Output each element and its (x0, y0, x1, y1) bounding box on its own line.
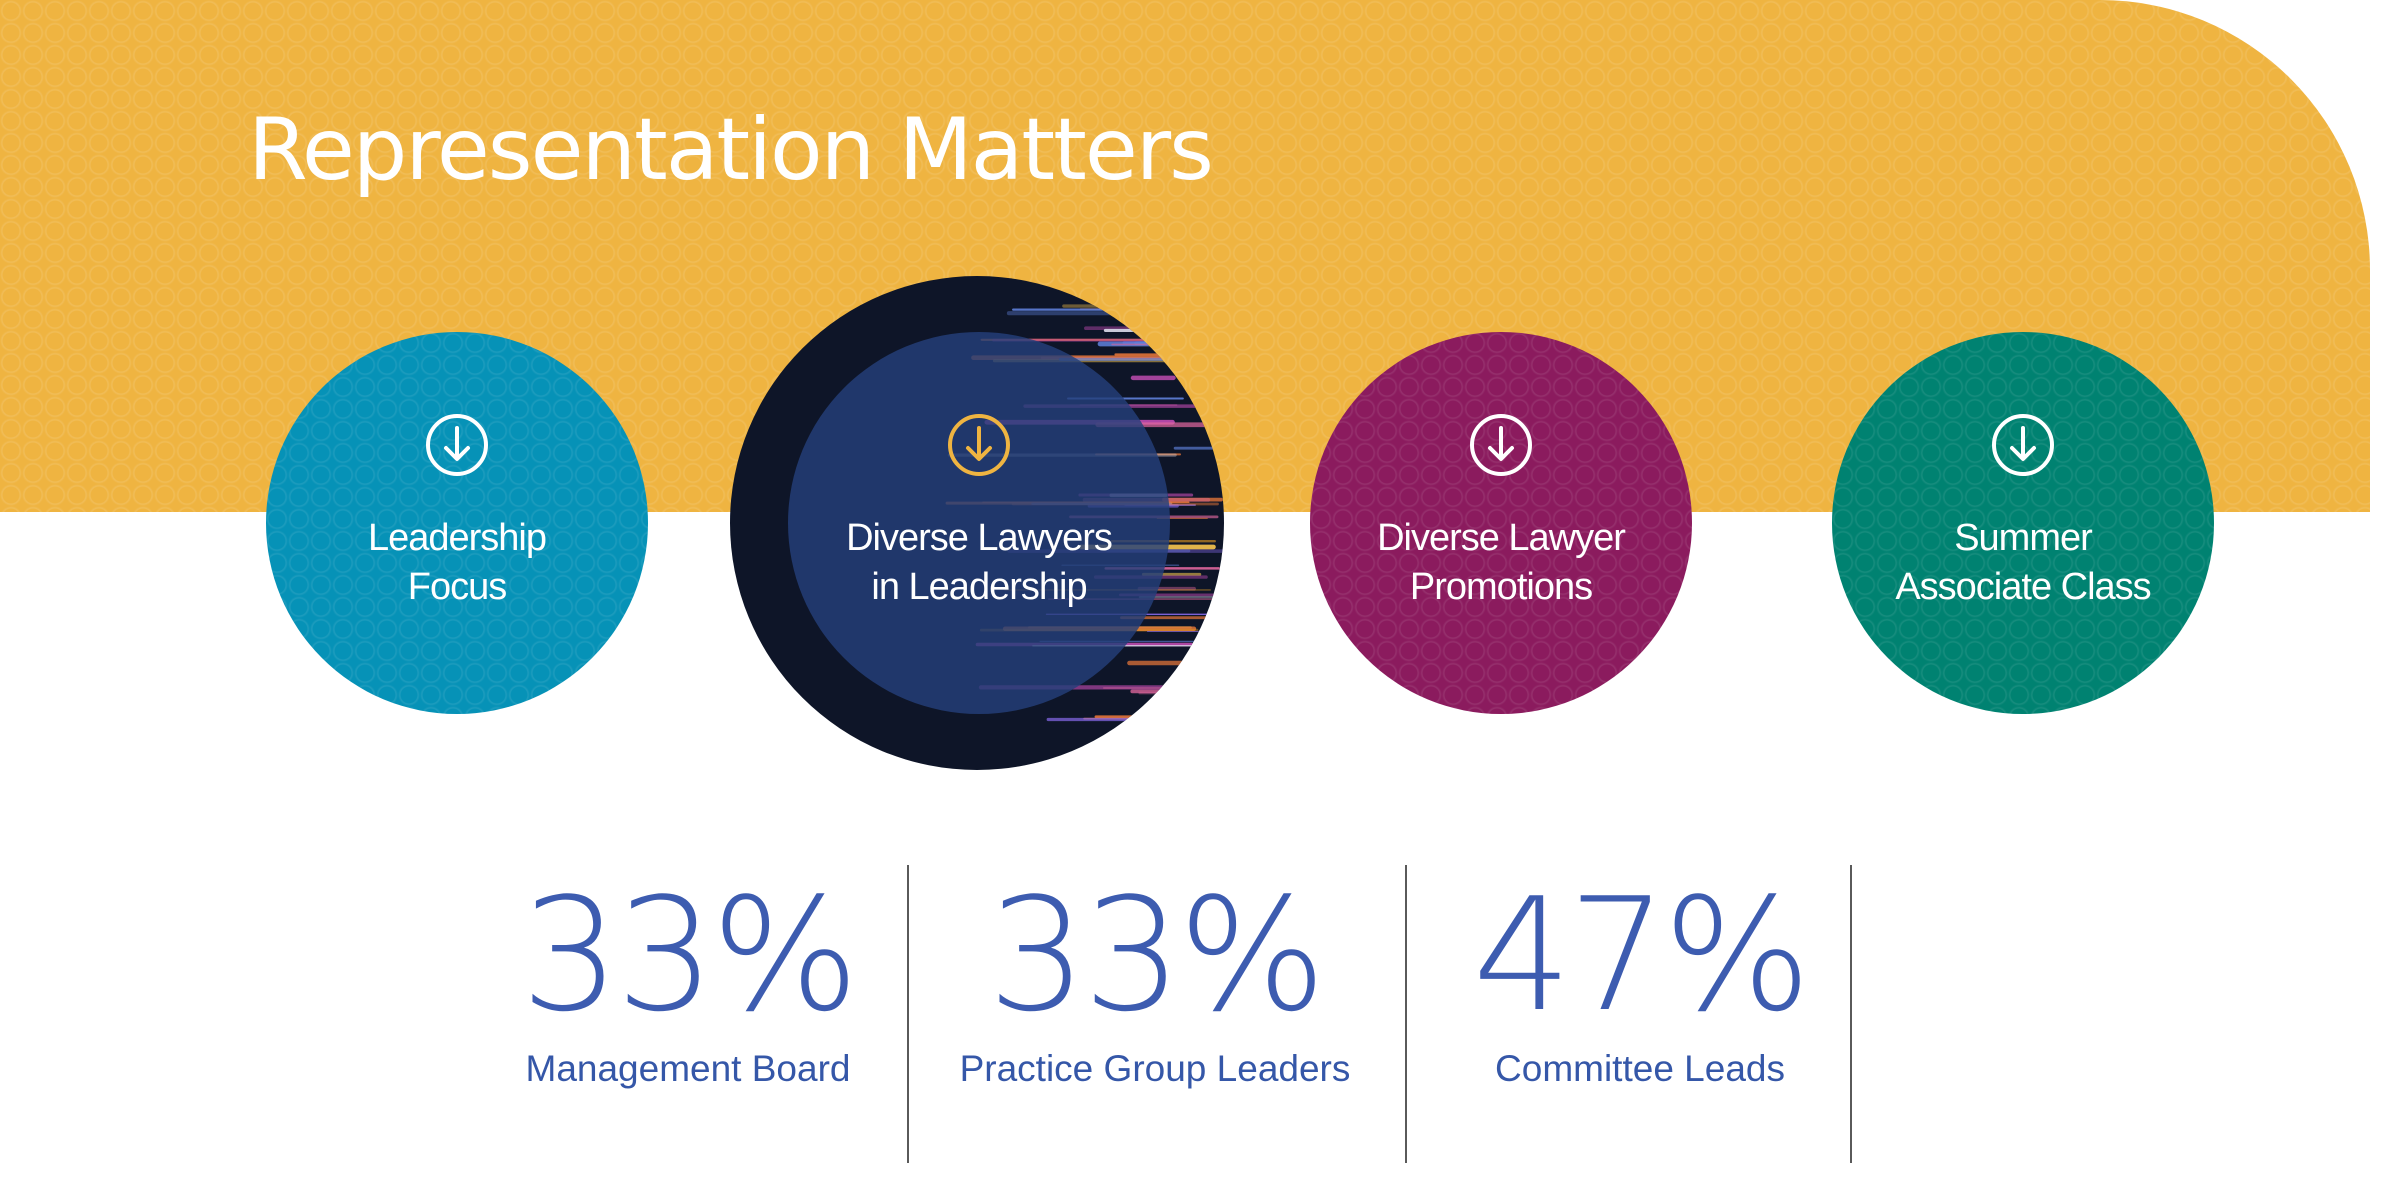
summer-associate-class-button[interactable]: Summer Associate Class (1832, 332, 2214, 714)
arrow-down-circle-icon (948, 414, 1010, 476)
stat-divider (1850, 865, 1852, 1163)
stat-management-board: 33% Management Board (512, 870, 864, 1090)
circle-label: Diverse Lawyer Promotions (1377, 517, 1626, 608)
circle-label: Leadership Focus (367, 517, 547, 608)
stat-value: 47% (1472, 864, 1812, 1046)
leadership-focus-button[interactable]: Leadership Focus (266, 332, 648, 714)
stat-caption: Practice Group Leaders (959, 1048, 1351, 1089)
feature-inner-disc: Diverse Lawyers in Leadership (788, 332, 1170, 714)
stat-committee-leads: 47% Committee Leads (1450, 870, 1830, 1090)
arrow-down-circle-icon (1470, 414, 1532, 476)
page-title: Representation Matters (248, 100, 1214, 200)
stat-divider (907, 865, 909, 1163)
stat-value: 33% (520, 864, 860, 1046)
diverse-lawyer-promotions-button[interactable]: Diverse Lawyer Promotions (1310, 332, 1692, 714)
diverse-lawyers-in-leadership-button[interactable]: Diverse Lawyers in Leadership (730, 276, 1224, 770)
stat-divider (1405, 865, 1407, 1163)
stat-caption: Management Board (525, 1048, 851, 1089)
stat-practice-group-leaders: 33% Practice Group Leaders (950, 870, 1360, 1090)
stat-value: 33% (987, 864, 1327, 1046)
circle-label: Summer Associate Class (1895, 517, 2151, 608)
arrow-down-circle-icon (426, 414, 488, 476)
circle-label: Diverse Lawyers in Leadership (846, 517, 1113, 608)
arrow-down-circle-icon (1992, 414, 2054, 476)
stat-caption: Committee Leads (1495, 1048, 1785, 1089)
